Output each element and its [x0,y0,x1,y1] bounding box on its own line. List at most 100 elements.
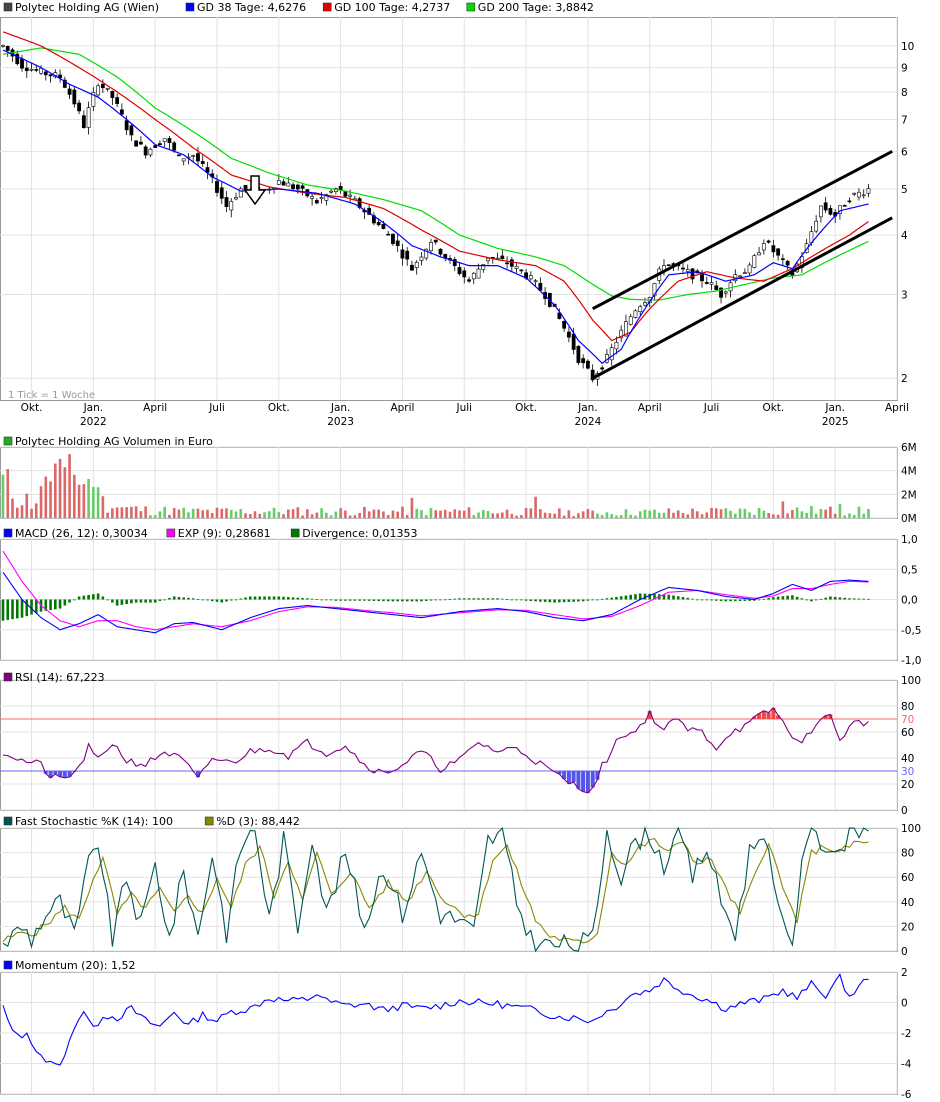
volume-bar [401,506,404,518]
divergence-bar [139,599,143,603]
divergence-bar [729,599,732,602]
price-y-tick-label: 5 [901,184,908,196]
volume-bar [206,509,209,518]
divergence-bar [600,598,604,600]
price-panel: 2 3 4 5 6 7 8 9 10 Polytec Holding AG (Wien) GD 38… [0,1,914,428]
volume-bar [258,513,262,518]
x-month-label: April [638,402,662,414]
volume-bar [848,513,851,518]
macd-y-tick-label: -0,5 [901,625,922,637]
volume-bar [320,508,323,518]
candle-body [857,191,861,198]
divergence-bar [291,597,295,600]
rsi-line [2,707,869,794]
volume-bar [420,510,423,518]
x-month-label: April [390,402,414,414]
volume-bar [714,508,718,518]
momentum-y-tick-label: -4 [901,1059,912,1071]
volume-bar [748,512,751,518]
volume-bar [567,510,571,518]
candle-body [100,83,105,89]
candle-body [115,97,120,104]
stochastic-legend-label: Fast Stochastic %K (14): 100 [15,815,173,828]
candle-body [276,180,281,185]
candle-body [785,260,790,266]
volume-bar [415,508,419,518]
candle-body [139,141,143,145]
divergence-bar [82,595,86,600]
candle-body [509,259,514,267]
macd-y-tick-label: 0,0 [901,595,918,607]
divergence-bar [805,599,808,601]
volume-bar [315,512,319,518]
candle-body [433,239,438,243]
candle-body [633,310,638,318]
volume-bar [111,508,114,518]
macd-legend-swatch [166,528,176,538]
divergence-bar [791,595,794,600]
divergence-bar [781,596,785,600]
rsi-y-tick-label: 60 [901,727,914,739]
volume-bar [339,508,342,518]
candle-body [324,194,329,201]
volume-bar [686,514,690,518]
divergence-bar [829,596,832,600]
price-y-tick-label: 9 [901,63,908,75]
stochastic-y-tick-label: 80 [901,848,914,860]
divergence-bar [177,596,181,600]
x-year-label: 2023 [327,416,354,428]
divergence-bar [401,599,404,602]
candle-body [528,275,533,280]
price-legend-swatch [322,2,332,12]
momentum-y-tick-label: -6 [901,1089,912,1101]
arrow-annotation [243,175,267,206]
candle-body [172,142,177,151]
candle-body [20,58,24,69]
volume-bar [225,508,228,518]
volume-y-tick-label: 0M [901,513,917,525]
volume-bar [396,511,399,518]
divergence-bar [515,599,518,601]
divergence-bar [106,599,109,601]
volume-bar [819,508,823,518]
candle-body [766,240,771,243]
volume-panel: 0M 2M 4M 6M Polytec Holding AG Volumen in Eu… [0,435,917,525]
candle-body [861,194,866,197]
volume-bar [348,515,352,518]
volume-bar [325,512,328,518]
divergence-bar [420,599,423,602]
candle-body [742,272,747,274]
price-y-tick-label: 2 [901,373,908,385]
candle-body [562,320,567,329]
macd-y-tick-label: -1,0 [901,655,922,667]
candle-body [704,282,709,284]
divergence-bar [852,598,856,600]
candle-body [600,367,605,370]
candle-body [329,190,334,193]
candle-body [424,248,429,259]
candle-body [462,270,467,278]
volume-bar [833,513,837,518]
volume-bar [20,505,24,518]
volume-bar [691,508,694,518]
volume-bar [182,507,186,518]
candle-body [58,74,62,79]
volume-bar [282,514,285,518]
candle-body [652,282,657,297]
candle-body [319,197,324,199]
divergence-bar [296,597,300,600]
volume-bar [477,512,480,518]
divergence-bar [743,599,747,601]
candle-body [200,161,205,164]
x-month-label: Okt. [268,402,290,414]
candle-body [586,360,590,369]
divergence-bar [548,599,552,603]
divergence-bar [477,598,480,600]
x-month-label: Okt. [515,402,537,414]
x-month-label: Jan. [330,402,351,414]
divergence-bar [567,599,571,602]
volume-bar [681,513,685,518]
divergence-bar [277,596,281,600]
rsi-panel: 0 20 40 60 80 100 RSI (14): 67,223 70 30 [0,671,921,817]
volume-y-tick-label: 4M [901,466,917,478]
